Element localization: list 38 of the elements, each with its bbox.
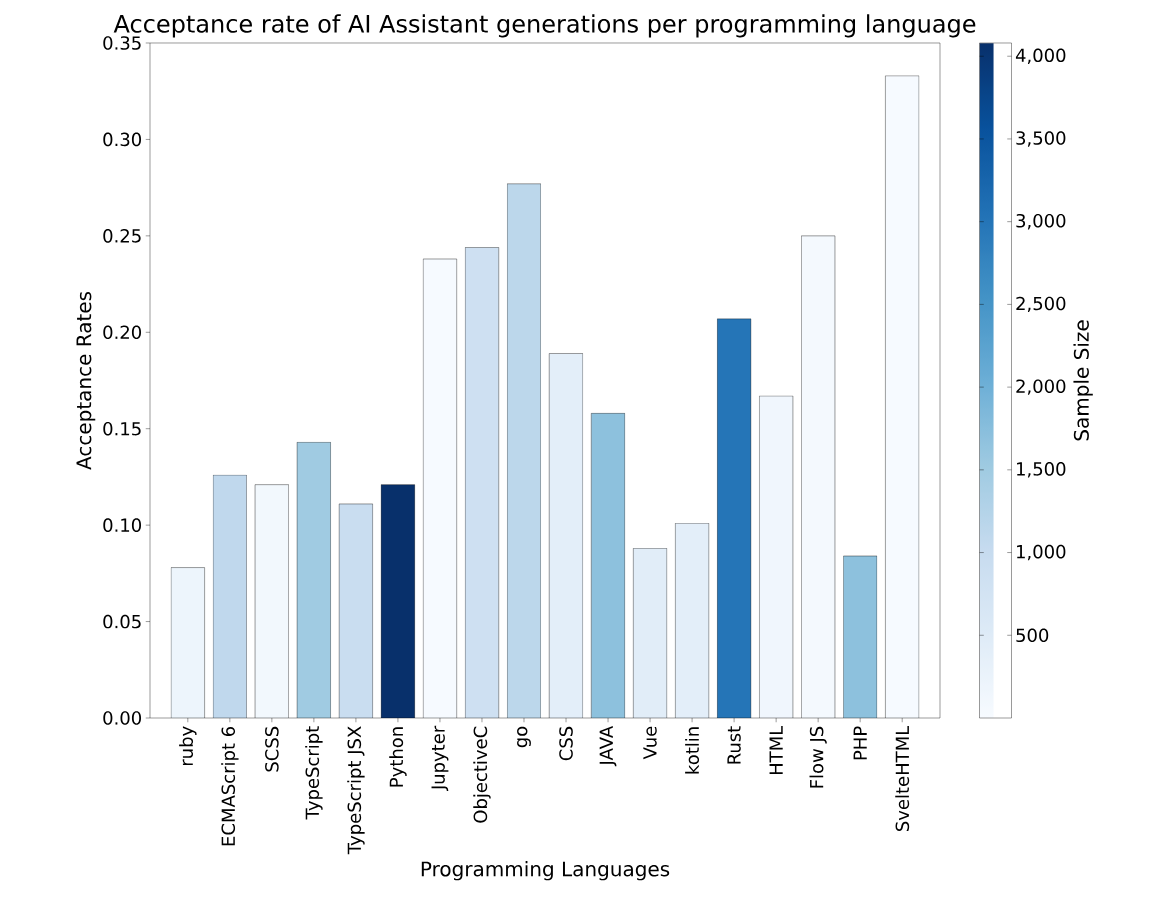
x-tick-label: go: [517, 726, 531, 748]
chart-title: Acceptance rate of AI Assistant generations per programming language: [113, 14, 976, 38]
x-tick-label: HTML: [769, 725, 783, 775]
color-bar-label: 4,000: [1015, 48, 1066, 64]
y-axis-title: Acceptance Rates: [76, 291, 96, 470]
x-tick-label: ObjectiveC: [473, 726, 491, 823]
x-tick-label: Vue: [643, 726, 657, 760]
x-tick-label: Flow JS: [809, 726, 827, 788]
y-tick-label: 0.10: [103, 518, 141, 532]
x-tick-label: SvelteHTML: [895, 725, 910, 831]
y-tick-label: 0.05: [103, 614, 141, 629]
color-bar-label: 2,500: [1016, 296, 1066, 313]
x-tick-label: Rust: [727, 726, 741, 764]
color-bar-label: 3,500: [1016, 131, 1066, 147]
x-tick-label: ruby: [179, 726, 197, 766]
y-tick-label: 0.15: [103, 421, 141, 436]
x-tick-label: SCSS: [265, 726, 279, 772]
x-tick-label: TypeScript: [305, 726, 323, 820]
color-bar-label: 500: [1016, 628, 1049, 643]
y-tick-label: 0.25: [103, 229, 141, 243]
x-tick-label: CSS: [559, 726, 573, 761]
y-tick-label: 0.35: [103, 36, 141, 50]
y-tick-label: 0.30: [103, 132, 141, 147]
x-tick-label: Jupyter: [431, 725, 449, 792]
x-tick-label: TypeScript JSX: [347, 726, 365, 855]
color-bar-label: 2,000: [1016, 379, 1066, 395]
x-tick-label: PHP: [853, 726, 867, 760]
y-tick-label: 0.00: [103, 711, 141, 725]
color-bar-label: 3,000: [1016, 213, 1066, 230]
color-bar-label: 1,000: [1017, 544, 1066, 561]
x-tick-label: Python: [389, 727, 407, 787]
color-bar-title: Sample Size: [1073, 320, 1093, 441]
x-tick-label: kotlin: [685, 727, 700, 774]
x-tick-label: JAVA: [599, 725, 617, 767]
color-bar-label: 1,500: [1017, 462, 1066, 478]
x-axis-title: Programming Languages: [421, 861, 670, 881]
y-tick-label: 0.20: [103, 325, 141, 340]
x-tick-label: ECMAScript 6: [221, 726, 239, 846]
